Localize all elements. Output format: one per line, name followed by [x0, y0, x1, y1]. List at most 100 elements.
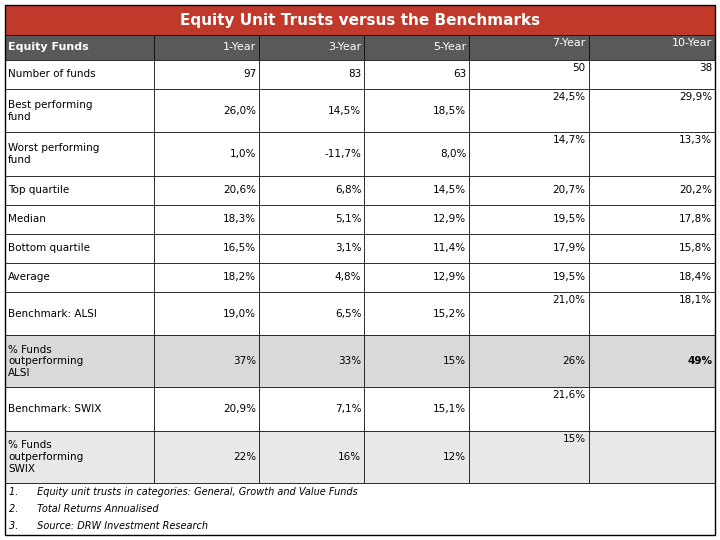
Text: % Funds
outperforming
ALSI: % Funds outperforming ALSI — [8, 345, 84, 378]
Text: Median: Median — [8, 214, 46, 224]
Text: 21,6%: 21,6% — [552, 390, 585, 400]
Text: 19,5%: 19,5% — [552, 272, 585, 282]
Text: Number of funds: Number of funds — [8, 70, 96, 79]
Bar — [154, 176, 259, 205]
Bar — [5, 5, 715, 35]
Text: 15,2%: 15,2% — [433, 308, 467, 319]
Bar — [5, 335, 154, 387]
Bar — [154, 60, 259, 89]
Text: 8,0%: 8,0% — [440, 149, 467, 159]
Text: 15%: 15% — [444, 356, 467, 366]
Bar — [364, 60, 469, 89]
Text: 12,9%: 12,9% — [433, 272, 467, 282]
Text: 18,2%: 18,2% — [223, 272, 256, 282]
Text: 19,5%: 19,5% — [552, 214, 585, 224]
Text: Benchmark: SWIX: Benchmark: SWIX — [8, 404, 102, 414]
Text: 17,9%: 17,9% — [552, 244, 585, 253]
Text: Benchmark: ALSI: Benchmark: ALSI — [8, 308, 97, 319]
Text: 19,0%: 19,0% — [223, 308, 256, 319]
Text: 14,7%: 14,7% — [552, 136, 585, 145]
Bar — [364, 292, 469, 335]
Text: 15%: 15% — [562, 434, 585, 444]
Text: 17,8%: 17,8% — [679, 214, 712, 224]
Bar — [259, 387, 364, 431]
Text: 24,5%: 24,5% — [552, 92, 585, 102]
Bar — [469, 263, 589, 292]
Text: 14,5%: 14,5% — [328, 106, 361, 116]
Bar — [5, 89, 154, 132]
Bar — [154, 234, 259, 263]
Bar — [364, 234, 469, 263]
Bar — [5, 60, 154, 89]
Bar — [364, 89, 469, 132]
Bar — [589, 132, 715, 176]
Bar — [154, 431, 259, 483]
Bar — [259, 176, 364, 205]
Text: 5,1%: 5,1% — [335, 214, 361, 224]
Bar — [364, 132, 469, 176]
Bar — [469, 60, 589, 89]
Text: 37%: 37% — [233, 356, 256, 366]
Bar — [589, 431, 715, 483]
Bar — [469, 431, 589, 483]
Bar — [5, 483, 715, 535]
Text: 20,6%: 20,6% — [223, 185, 256, 195]
Bar — [469, 35, 589, 60]
Bar — [5, 292, 154, 335]
Text: 16,5%: 16,5% — [223, 244, 256, 253]
Text: Equity Unit Trusts versus the Benchmarks: Equity Unit Trusts versus the Benchmarks — [180, 12, 540, 28]
Text: 1-Year: 1-Year — [223, 43, 256, 52]
Bar — [259, 263, 364, 292]
Text: 5-Year: 5-Year — [433, 43, 467, 52]
Text: 49%: 49% — [687, 356, 712, 366]
Text: 3.      Source: DRW Investment Research: 3. Source: DRW Investment Research — [9, 521, 208, 531]
Text: Average: Average — [8, 272, 50, 282]
Bar — [154, 35, 259, 60]
Bar — [589, 263, 715, 292]
Bar — [5, 431, 154, 483]
Bar — [469, 176, 589, 205]
Bar — [259, 431, 364, 483]
Bar — [469, 335, 589, 387]
Text: Top quartile: Top quartile — [8, 185, 69, 195]
Text: 4,8%: 4,8% — [335, 272, 361, 282]
Bar — [589, 35, 715, 60]
Bar — [5, 263, 154, 292]
Text: 14,5%: 14,5% — [433, 185, 467, 195]
Bar — [5, 176, 154, 205]
Text: 7-Year: 7-Year — [552, 38, 585, 48]
Text: 6,5%: 6,5% — [335, 308, 361, 319]
Text: 15,8%: 15,8% — [679, 244, 712, 253]
Text: 6,8%: 6,8% — [335, 185, 361, 195]
Bar — [364, 205, 469, 234]
Bar — [259, 292, 364, 335]
Text: 20,9%: 20,9% — [223, 404, 256, 414]
Bar — [589, 387, 715, 431]
Text: 50: 50 — [572, 63, 585, 73]
Bar — [589, 60, 715, 89]
Text: % Funds
outperforming
SWIX: % Funds outperforming SWIX — [8, 440, 84, 474]
Bar — [469, 132, 589, 176]
Text: 97: 97 — [243, 70, 256, 79]
Text: 16%: 16% — [338, 452, 361, 462]
Text: 11,4%: 11,4% — [433, 244, 467, 253]
Bar — [154, 132, 259, 176]
Bar — [154, 292, 259, 335]
Bar — [589, 89, 715, 132]
Bar — [154, 263, 259, 292]
Bar — [259, 132, 364, 176]
Bar — [364, 176, 469, 205]
Text: 83: 83 — [348, 70, 361, 79]
Text: 18,5%: 18,5% — [433, 106, 467, 116]
Text: 15,1%: 15,1% — [433, 404, 467, 414]
Bar — [154, 387, 259, 431]
Text: 38: 38 — [698, 63, 712, 73]
Bar — [589, 335, 715, 387]
Bar — [589, 176, 715, 205]
Bar — [469, 205, 589, 234]
Bar — [364, 431, 469, 483]
Bar — [259, 205, 364, 234]
Bar — [154, 335, 259, 387]
Text: 18,4%: 18,4% — [679, 272, 712, 282]
Text: 3-Year: 3-Year — [328, 43, 361, 52]
